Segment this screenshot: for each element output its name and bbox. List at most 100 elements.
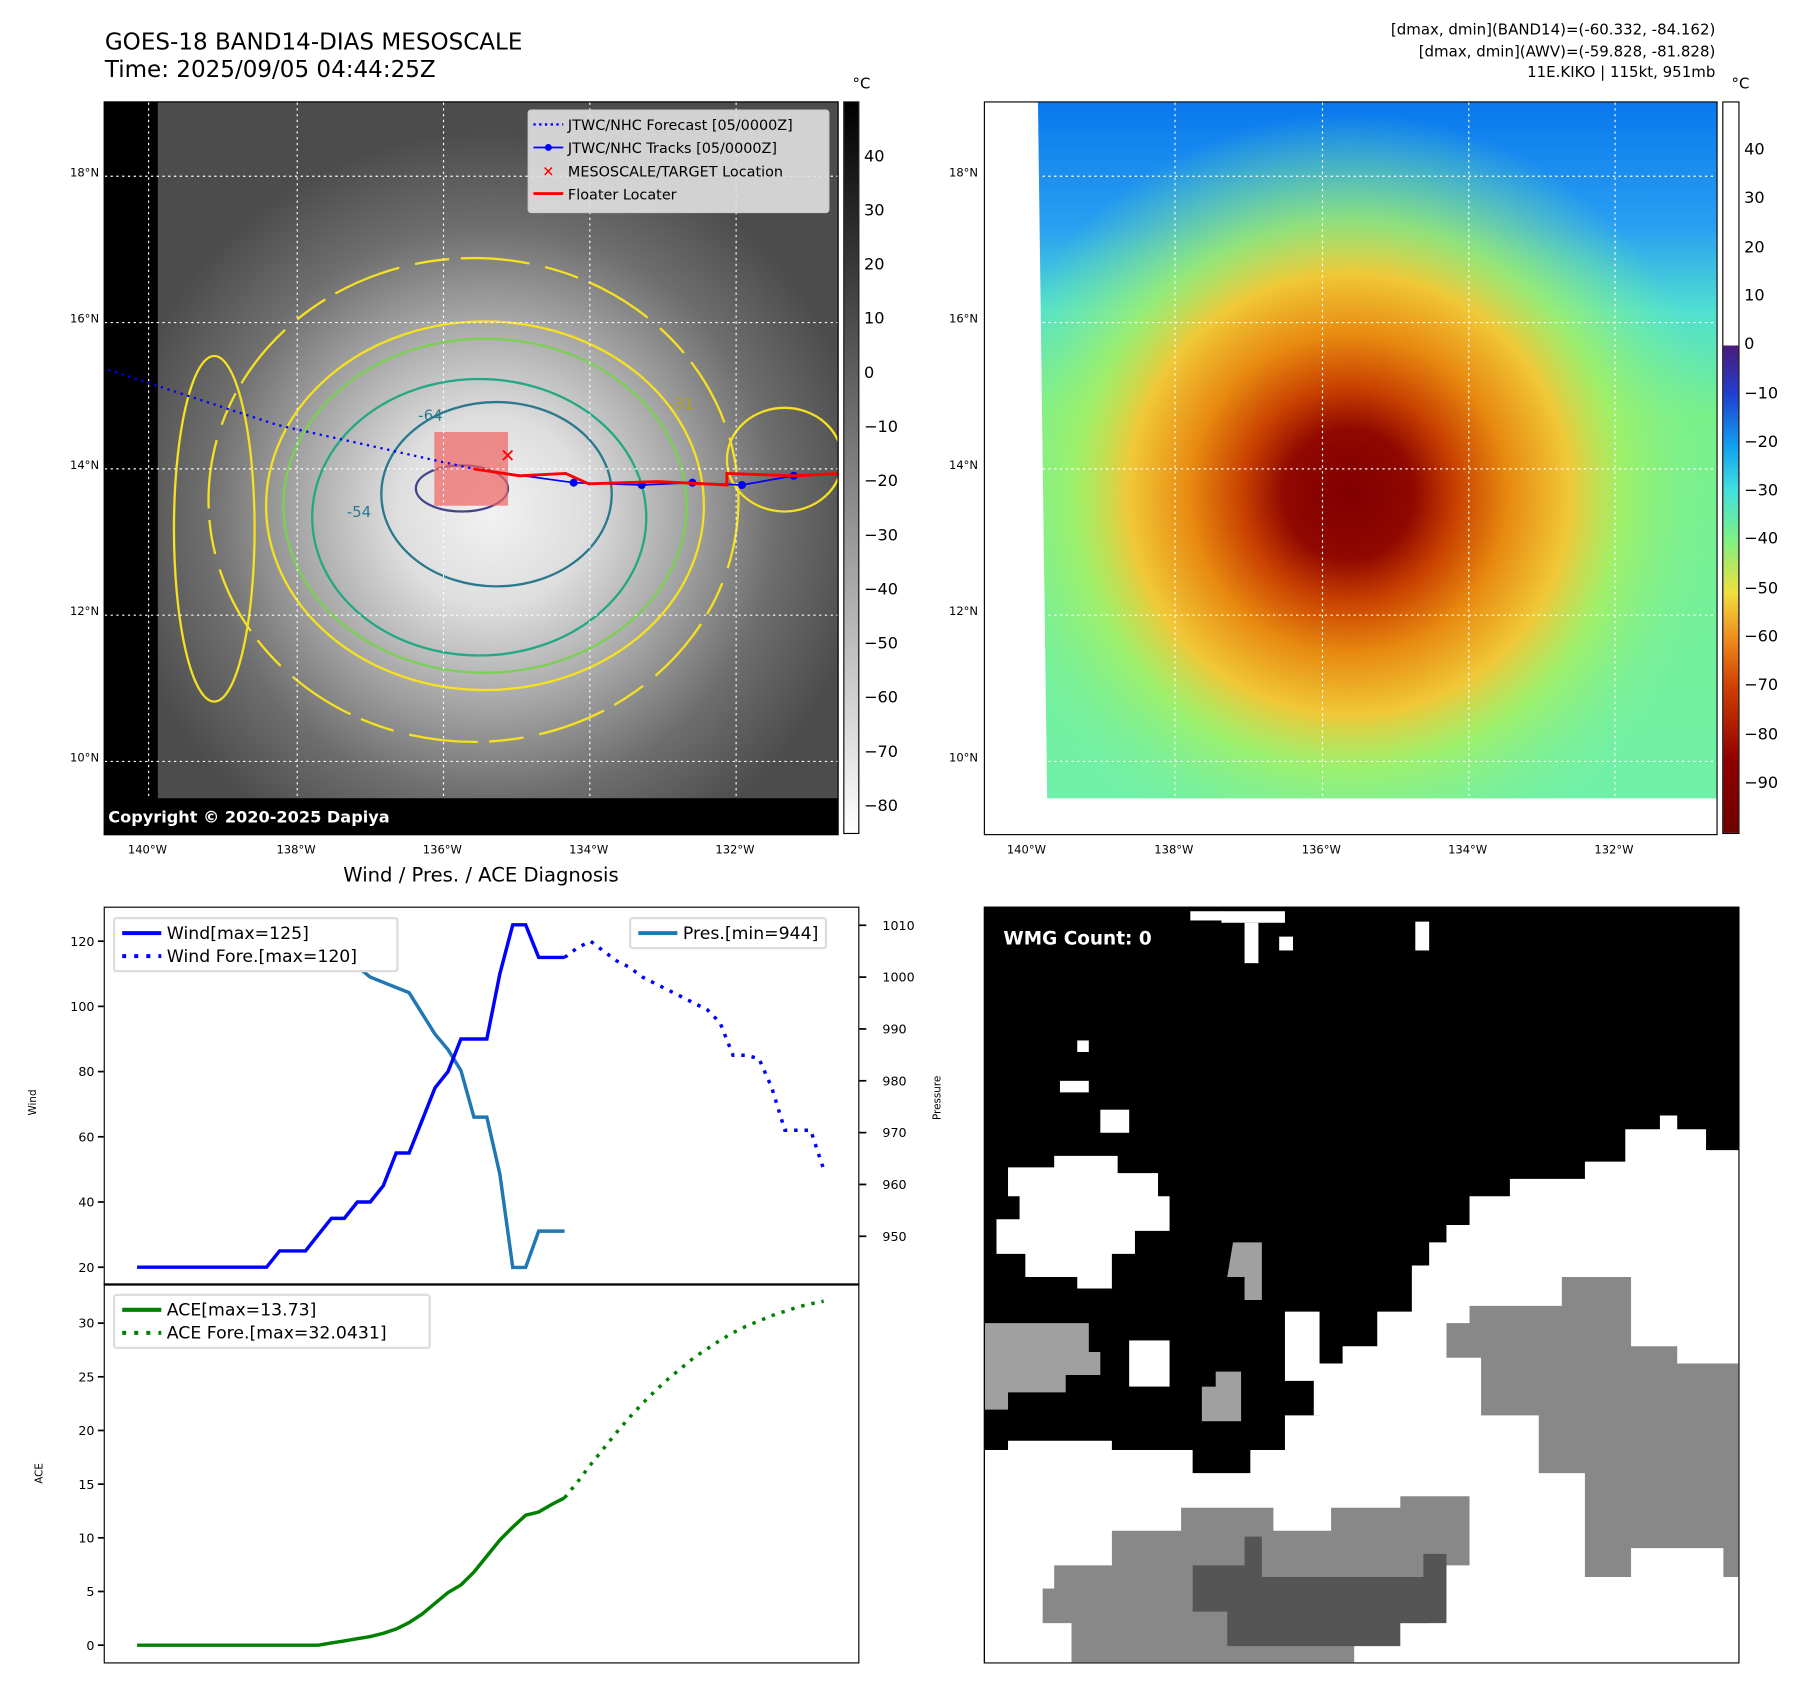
colorbar-tick: 10 — [863, 309, 885, 329]
colorbar-tick: 20 — [863, 255, 885, 275]
colorbar-tick: −40 — [863, 580, 899, 600]
awv-imagery — [984, 102, 1717, 835]
wind-pressure-axes — [103, 906, 860, 1286]
lat-label: 10°N — [70, 752, 100, 765]
contour-label: -64 — [418, 406, 442, 424]
colorbar-tick: −60 — [1744, 627, 1779, 647]
solid-line-icon — [122, 931, 162, 936]
legend-label: MESOSCALE/TARGET Location — [567, 161, 784, 180]
y-tick-label-right: 960 — [882, 1177, 906, 1192]
floater-track — [473, 467, 838, 487]
line-marker-icon — [529, 143, 568, 152]
ace-legend: ACE[max=13.73] ACE Fore.[max=32.0431] — [112, 1293, 431, 1349]
x-marker-icon: ✕ — [542, 161, 555, 180]
y-tick-label: 10 — [78, 1530, 94, 1545]
colorbar-tick: −70 — [1744, 676, 1779, 695]
y-tick-label-right: 1010 — [882, 918, 914, 933]
colorbar-tick: −20 — [1744, 432, 1779, 452]
legend-item: ✕ MESOSCALE/TARGET Location — [529, 159, 829, 182]
gridlines — [984, 102, 1717, 835]
lon-label: 138°W — [276, 844, 316, 858]
y-tick-label-right: 1000 — [882, 970, 914, 985]
wind-forecast-line — [563, 939, 826, 1170]
solid-line-icon — [638, 931, 678, 936]
y-tick-label-right: 980 — [882, 1073, 906, 1088]
colorbar-tick: −50 — [863, 634, 899, 654]
lon-label: 140°W — [127, 844, 168, 858]
colorbar-tick: 30 — [863, 201, 885, 221]
contours — [172, 256, 838, 744]
colorbar-tick: 40 — [863, 147, 885, 166]
colorbar-tick: −10 — [863, 418, 899, 437]
colorbar-tick: −40 — [1744, 530, 1779, 549]
band14-range: [dmax, dmin](BAND14)=(-60.332, -84.162) — [1390, 21, 1716, 40]
pressure-axis-label: Pressure — [932, 1075, 944, 1120]
wmg-count-label: WMG Count: 0 — [1003, 929, 1151, 950]
legend-label: JTWC/NHC Forecast [05/0000Z] — [567, 115, 793, 134]
y-tick-label: 0 — [86, 1638, 94, 1653]
lat-label: 14°N — [70, 459, 100, 473]
forecast-track — [107, 368, 474, 470]
lon-label: 134°W — [569, 844, 609, 858]
solid-line-icon — [122, 1307, 162, 1313]
lat-label: 18°N — [70, 167, 100, 180]
colorbar-tick: 0 — [863, 364, 875, 383]
colorbar-unit: °C — [852, 76, 871, 94]
lat-label: 12°N — [948, 605, 979, 619]
y-tick-label: 15 — [78, 1477, 94, 1492]
contour-label: -31 — [669, 395, 693, 413]
legend-label: Pres.[min=944] — [682, 922, 819, 944]
lon-label: 136°W — [422, 844, 462, 858]
ir-imagery: -64 -54 -31 ✕ — [104, 102, 838, 835]
ir-map: -64 -54 -31 ✕ JTWC/NHC Forecast [05/0000… — [103, 101, 839, 836]
lon-label: 136°W — [1301, 844, 1341, 858]
dotted-line-icon — [529, 122, 568, 127]
wmg-panel: WMG Count: 0 — [983, 906, 1740, 1664]
colorbar-tick: −80 — [863, 797, 899, 816]
lat-label: 16°N — [70, 313, 100, 327]
colorbar-tick: 30 — [1744, 189, 1765, 208]
dotted-line-icon — [122, 954, 162, 959]
colorbar-tick: 10 — [1744, 286, 1765, 306]
legend-item: Floater Locater — [529, 182, 829, 205]
map-legend: JTWC/NHC Forecast [05/0000Z] JTWC/NHC Tr… — [527, 109, 830, 214]
pressure-legend: Pres.[min=944] — [628, 916, 828, 950]
colorbar-tick: −90 — [1744, 774, 1779, 793]
colorbar-tick: −60 — [863, 688, 899, 708]
gray-colorbar — [843, 101, 860, 835]
storm-info: 11E.KIKO | 115kt, 951mb — [1527, 64, 1716, 82]
lon-label: 138°W — [1154, 844, 1194, 858]
ace-axes — [103, 1283, 860, 1664]
y-tick-label: 5 — [86, 1584, 94, 1599]
y-tick-label: 20 — [78, 1260, 94, 1275]
figure-title: GOES-18 BAND14-DIAS MESOSCALE Time: 2025… — [105, 28, 523, 83]
wind-legend: Wind[max=125] Wind Fore.[max=120] — [112, 916, 399, 973]
colorbar-tick: −30 — [1744, 481, 1779, 501]
chart-title: Wind / Pres. / ACE Diagnosis — [343, 863, 619, 888]
time-text: Time: 2025/09/05 04:44:25Z — [104, 55, 436, 83]
legend-label: Floater Locater — [567, 184, 677, 203]
colorbar-tick: −20 — [863, 472, 899, 491]
lat-label: 18°N — [948, 167, 979, 180]
colorbar-tick: −10 — [1744, 384, 1779, 403]
wmg-grid: WMG Count: 0 — [984, 911, 1739, 1663]
y-tick-label-right: 970 — [882, 1125, 906, 1140]
y-tick-label-right: 990 — [882, 1022, 906, 1037]
colorbar-tick: 20 — [1744, 237, 1765, 257]
line-icon — [529, 191, 568, 196]
legend-item: JTWC/NHC Tracks [05/0000Z] — [529, 136, 829, 159]
contour-label: -54 — [347, 503, 371, 521]
lon-label: 132°W — [1594, 844, 1634, 858]
awv-colorbar — [1722, 101, 1740, 835]
lat-label: 16°N — [948, 313, 979, 327]
dotted-line-icon — [122, 1330, 162, 1336]
y-tick-label: 30 — [78, 1316, 94, 1331]
legend-label: ACE[max=13.73] — [166, 1299, 317, 1321]
target-x-marker-icon: ✕ — [500, 446, 515, 467]
copyright-text: Copyright © 2020-2025 Dapiya — [108, 808, 390, 828]
colorbar-tick: −80 — [1744, 725, 1779, 744]
colorbar-unit: °C — [1731, 76, 1750, 94]
colorbar-tick: −30 — [863, 526, 899, 545]
y-tick-label: 25 — [78, 1369, 94, 1384]
